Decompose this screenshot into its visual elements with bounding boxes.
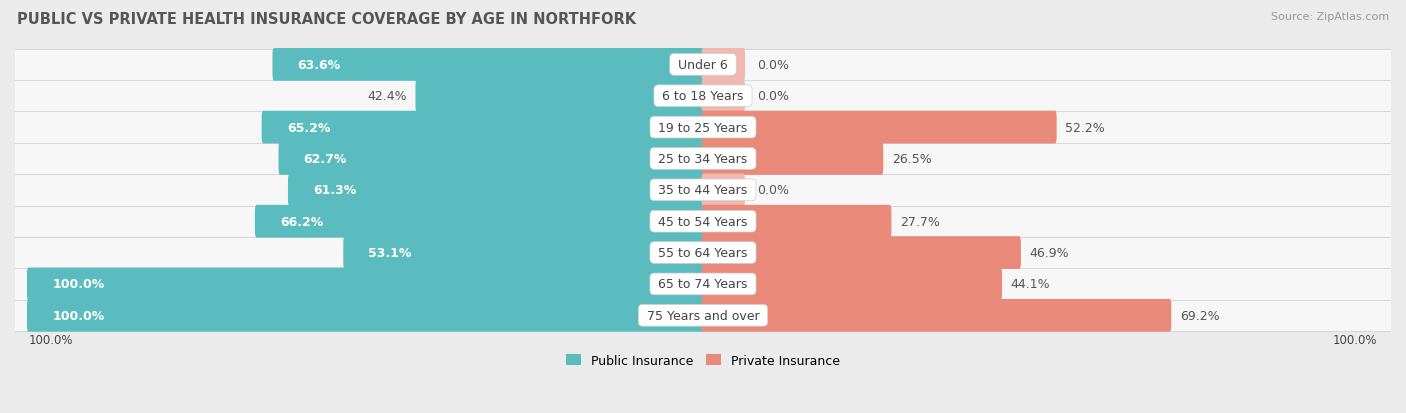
- Text: 19 to 25 Years: 19 to 25 Years: [654, 121, 752, 134]
- Text: 63.6%: 63.6%: [298, 59, 340, 72]
- FancyBboxPatch shape: [27, 268, 704, 301]
- FancyBboxPatch shape: [15, 206, 1391, 237]
- FancyBboxPatch shape: [702, 174, 745, 206]
- Text: 25 to 34 Years: 25 to 34 Years: [654, 152, 752, 166]
- Text: 100.0%: 100.0%: [52, 278, 104, 291]
- Text: 75 Years and over: 75 Years and over: [643, 309, 763, 322]
- FancyBboxPatch shape: [273, 49, 704, 81]
- FancyBboxPatch shape: [702, 237, 1021, 269]
- FancyBboxPatch shape: [15, 237, 1391, 268]
- Text: Source: ZipAtlas.com: Source: ZipAtlas.com: [1271, 12, 1389, 22]
- Legend: Public Insurance, Private Insurance: Public Insurance, Private Insurance: [561, 349, 845, 372]
- FancyBboxPatch shape: [15, 175, 1391, 206]
- Text: 45 to 54 Years: 45 to 54 Years: [654, 215, 752, 228]
- FancyBboxPatch shape: [288, 174, 704, 206]
- Text: 42.4%: 42.4%: [367, 90, 406, 103]
- Text: 55 to 64 Years: 55 to 64 Years: [654, 247, 752, 259]
- FancyBboxPatch shape: [254, 205, 704, 238]
- FancyBboxPatch shape: [15, 300, 1391, 331]
- FancyBboxPatch shape: [702, 112, 1057, 144]
- Text: 65 to 74 Years: 65 to 74 Years: [654, 278, 752, 291]
- FancyBboxPatch shape: [278, 143, 704, 176]
- Text: 27.7%: 27.7%: [900, 215, 939, 228]
- FancyBboxPatch shape: [343, 237, 704, 269]
- FancyBboxPatch shape: [262, 112, 704, 144]
- FancyBboxPatch shape: [702, 143, 883, 176]
- FancyBboxPatch shape: [702, 268, 1002, 301]
- Text: 35 to 44 Years: 35 to 44 Years: [654, 184, 752, 197]
- FancyBboxPatch shape: [415, 80, 704, 113]
- Text: 6 to 18 Years: 6 to 18 Years: [658, 90, 748, 103]
- Text: 100.0%: 100.0%: [28, 333, 73, 346]
- FancyBboxPatch shape: [15, 143, 1391, 175]
- Text: 0.0%: 0.0%: [756, 59, 789, 72]
- Text: 100.0%: 100.0%: [1333, 333, 1378, 346]
- Text: 61.3%: 61.3%: [314, 184, 356, 197]
- Text: Under 6: Under 6: [673, 59, 733, 72]
- Text: 26.5%: 26.5%: [891, 152, 932, 166]
- FancyBboxPatch shape: [702, 80, 745, 113]
- Text: 0.0%: 0.0%: [756, 184, 789, 197]
- Text: 62.7%: 62.7%: [304, 152, 347, 166]
- Text: 69.2%: 69.2%: [1180, 309, 1219, 322]
- FancyBboxPatch shape: [702, 205, 891, 238]
- FancyBboxPatch shape: [15, 81, 1391, 112]
- FancyBboxPatch shape: [27, 299, 704, 332]
- Text: 44.1%: 44.1%: [1011, 278, 1050, 291]
- Text: 46.9%: 46.9%: [1029, 247, 1069, 259]
- FancyBboxPatch shape: [15, 50, 1391, 81]
- Text: 52.2%: 52.2%: [1066, 121, 1105, 134]
- Text: 65.2%: 65.2%: [287, 121, 330, 134]
- FancyBboxPatch shape: [15, 268, 1391, 300]
- Text: 100.0%: 100.0%: [52, 309, 104, 322]
- Text: PUBLIC VS PRIVATE HEALTH INSURANCE COVERAGE BY AGE IN NORTHFORK: PUBLIC VS PRIVATE HEALTH INSURANCE COVER…: [17, 12, 636, 27]
- FancyBboxPatch shape: [702, 49, 745, 81]
- Text: 0.0%: 0.0%: [756, 90, 789, 103]
- FancyBboxPatch shape: [702, 299, 1171, 332]
- Text: 53.1%: 53.1%: [368, 247, 412, 259]
- FancyBboxPatch shape: [15, 112, 1391, 143]
- Text: 66.2%: 66.2%: [280, 215, 323, 228]
